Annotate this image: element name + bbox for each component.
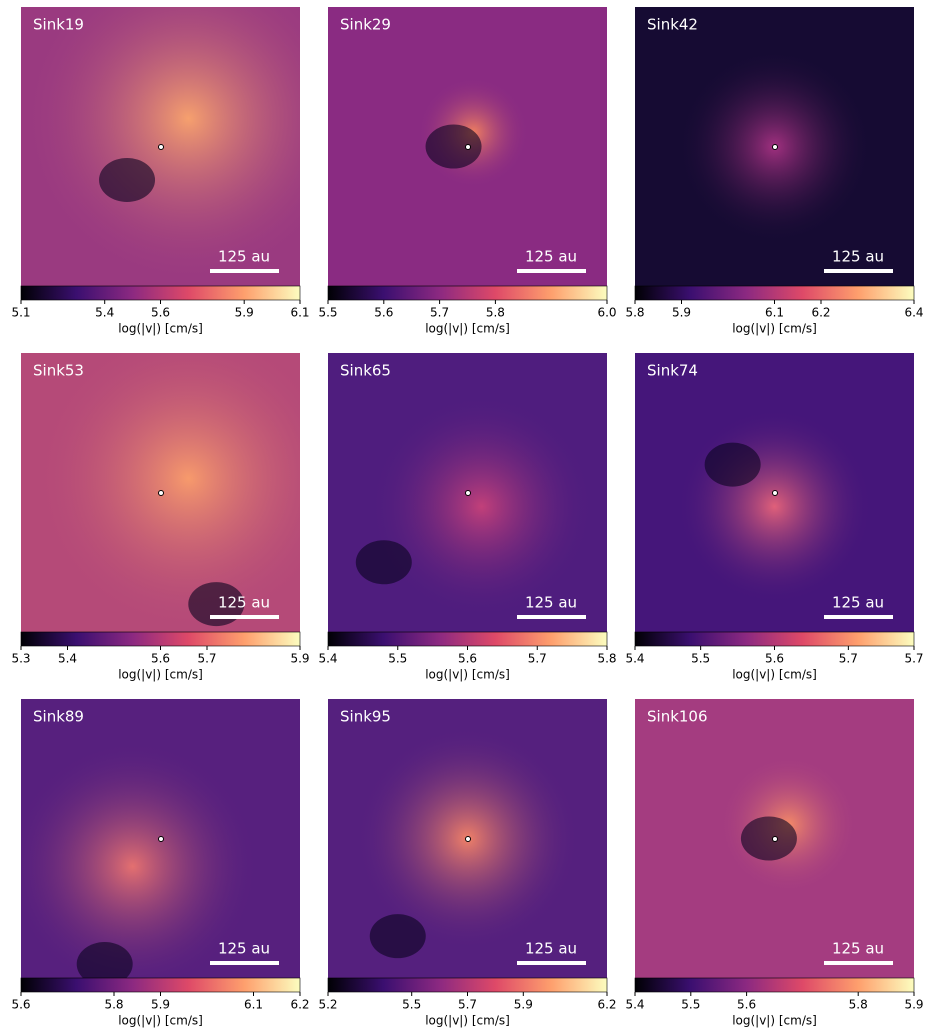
scale-label: 125 au <box>525 940 577 958</box>
colorbar-tick-label: 5.9 <box>904 998 923 1012</box>
panel-title: Sink65 <box>340 362 391 380</box>
colorbar-tick-label: 5.5 <box>402 998 421 1012</box>
colorbar <box>21 632 300 646</box>
colorbar-label: log(|v|) [cm/s] <box>118 1014 203 1028</box>
scale-label: 125 au <box>832 940 884 958</box>
sink-star <box>466 837 471 842</box>
sink-star <box>159 145 164 150</box>
colorbar-tick-label: 5.8 <box>625 306 644 320</box>
colorbar-tick-label: 5.4 <box>318 652 337 666</box>
colorbar-label: log(|v|) [cm/s] <box>425 1014 510 1028</box>
colorbar-tick-label: 5.4 <box>625 998 644 1012</box>
colorbar-tick-label: 5.9 <box>235 306 254 320</box>
colorbar-tick-label: 5.4 <box>58 652 77 666</box>
colorbar-tick-label: 5.8 <box>849 998 868 1012</box>
scale-label: 125 au <box>218 594 270 612</box>
panel-title: Sink106 <box>647 708 708 726</box>
colorbar-label: log(|v|) [cm/s] <box>732 1014 817 1028</box>
colorbar-tick-label: 6.4 <box>904 306 923 320</box>
colorbar-tick-label: 5.9 <box>672 306 691 320</box>
colorbar-tick-label: 5.9 <box>151 998 170 1012</box>
colorbar-tick-label: 5.5 <box>388 652 407 666</box>
panel-title: Sink29 <box>340 16 391 34</box>
colorbar-tick-label: 5.8 <box>104 998 123 1012</box>
colorbar-label: log(|v|) [cm/s] <box>425 668 510 682</box>
sink-star <box>773 837 778 842</box>
scale-label: 125 au <box>525 248 577 266</box>
colorbar-tick-label: 5.3 <box>11 652 30 666</box>
colorbar <box>21 978 300 992</box>
sink-star <box>159 491 164 496</box>
colorbar-tick-label: 5.4 <box>95 306 114 320</box>
colorbar-tick-label: 5.6 <box>737 998 756 1012</box>
sink-star <box>466 491 471 496</box>
colorbar-tick-label: 5.6 <box>151 306 170 320</box>
colorbar-tick-label: 5.5 <box>318 306 337 320</box>
colorbar-tick-label: 5.8 <box>486 306 505 320</box>
colorbar-tick-label: 5.7 <box>528 652 547 666</box>
colorbar-tick-label: 5.8 <box>597 652 616 666</box>
map-shadow <box>741 817 797 861</box>
sink-star <box>466 145 471 150</box>
colorbar-tick-label: 5.4 <box>625 652 644 666</box>
colorbar-tick-label: 5.7 <box>430 306 449 320</box>
colorbar-label: log(|v|) [cm/s] <box>732 322 817 336</box>
scale-label: 125 au <box>525 594 577 612</box>
colorbar-tick-label: 5.7 <box>458 998 477 1012</box>
colorbar-tick-label: 5.7 <box>904 652 923 666</box>
colorbar-tick-label: 6.1 <box>244 998 263 1012</box>
map-shadow <box>426 125 482 169</box>
scale-label: 125 au <box>218 940 270 958</box>
scale-label: 125 au <box>832 594 884 612</box>
panel-title: Sink42 <box>647 16 698 34</box>
colorbar <box>328 286 607 300</box>
colorbar-label: log(|v|) [cm/s] <box>118 322 203 336</box>
colorbar-tick-label: 5.7 <box>197 652 216 666</box>
colorbar-tick-label: 5.9 <box>514 998 533 1012</box>
colorbar-label: log(|v|) [cm/s] <box>425 322 510 336</box>
colorbar-tick-label: 5.9 <box>290 652 309 666</box>
colorbar-label: log(|v|) [cm/s] <box>732 668 817 682</box>
colorbar-tick-label: 5.5 <box>681 998 700 1012</box>
colorbar-tick-label: 5.7 <box>839 652 858 666</box>
colorbar-tick-label: 5.5 <box>691 652 710 666</box>
panel-title: Sink53 <box>33 362 84 380</box>
figure: Sink19 125 au 5.1 5.4 5.6 5.9 6.1 log(|v|) [cm/… <box>0 0 927 1034</box>
sink-star <box>773 145 778 150</box>
colorbar <box>635 632 914 646</box>
colorbar <box>328 978 607 992</box>
scale-label: 125 au <box>832 248 884 266</box>
panel-title: Sink74 <box>647 362 698 380</box>
map-shadow <box>705 443 761 487</box>
colorbar-tick-label: 5.6 <box>11 998 30 1012</box>
colorbar-tick-label: 6.1 <box>290 306 309 320</box>
map-shadow <box>370 914 426 958</box>
colorbar-tick-label: 5.6 <box>458 652 477 666</box>
colorbar-tick-label: 5.6 <box>374 306 393 320</box>
colorbar <box>635 286 914 300</box>
panel-title: Sink95 <box>340 708 391 726</box>
sink-star <box>773 491 778 496</box>
colorbar-tick-label: 6.2 <box>811 306 830 320</box>
colorbar-tick-label: 6.0 <box>597 306 616 320</box>
map-shadow <box>99 158 155 202</box>
colorbar-tick-label: 6.2 <box>290 998 309 1012</box>
colorbar <box>21 286 300 300</box>
colorbar-label: log(|v|) [cm/s] <box>118 668 203 682</box>
colorbar-tick-label: 6.2 <box>597 998 616 1012</box>
colorbar-tick-label: 5.6 <box>765 652 784 666</box>
colorbar-tick-label: 5.2 <box>318 998 337 1012</box>
colorbar-tick-label: 6.1 <box>765 306 784 320</box>
colorbar <box>328 632 607 646</box>
map-shadow <box>356 540 412 584</box>
panel-title: Sink19 <box>33 16 84 34</box>
panel-title: Sink89 <box>33 708 84 726</box>
scale-label: 125 au <box>218 248 270 266</box>
colorbar-tick-label: 5.6 <box>151 652 170 666</box>
sink-star <box>159 837 164 842</box>
colorbar <box>635 978 914 992</box>
colorbar-tick-label: 5.1 <box>11 306 30 320</box>
